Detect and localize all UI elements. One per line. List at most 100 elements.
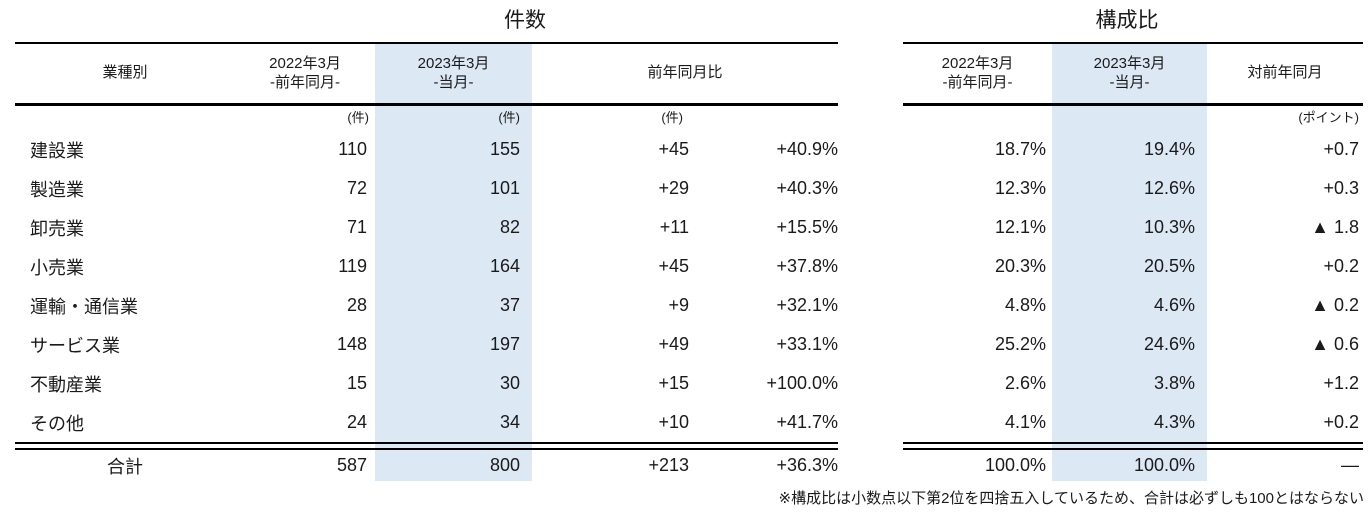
table-row: 25.2% 24.6% ▲ 0.6 [903, 325, 1363, 364]
ratio-2023: 10.3% [1143, 217, 1195, 237]
industry-label: 建設業 [30, 140, 84, 161]
table-row: 運輸・通信業 28 37 +9 +32.1% [15, 286, 838, 325]
table-row: 卸売業 71 82 +11 +15.5% [15, 208, 838, 247]
counts-header-row: 業種別 2022年3月 -前年同月- 2023年3月 -当月- 前年同月比 [15, 42, 838, 103]
table-row: 小売業 119 164 +45 +37.8% [15, 247, 838, 286]
industry-column-header: 業種別 [102, 64, 148, 81]
current-month-column-header: 2023年3月 -当月- [1052, 54, 1207, 92]
table-row: 20.3% 20.5% +0.2 [903, 247, 1363, 286]
total-count-2022: 587 [336, 455, 367, 475]
diff-count: +45 [658, 139, 689, 159]
composition-total-row: 100.0% 100.0% — [903, 450, 1363, 481]
diff-percent: +41.7% [776, 412, 838, 432]
rounding-footnote: ※構成比は小数点以下第2位を四捨五入しているため、合計は必ずしも100とはならな… [778, 490, 1365, 507]
count-2022: 28 [346, 295, 367, 315]
total-diff-count: +213 [648, 455, 689, 475]
count-2022: 148 [336, 334, 367, 354]
diff-count: +9 [668, 295, 689, 315]
ratio-2023: 3.8% [1153, 373, 1195, 393]
composition-table-body: 2022年3月 -前年同月- 2023年3月 -当月- 対前年同月 (ポイント)… [903, 42, 1363, 481]
yoy-points-column-header: 対前年同月 [1247, 64, 1323, 81]
count-2022: 71 [346, 217, 367, 237]
table-row: その他 24 34 +10 +41.7% [15, 403, 838, 442]
table-rule [903, 103, 1363, 106]
ratio-2023: 19.4% [1143, 139, 1195, 159]
ratio-diff: ▲ 0.2 [1311, 295, 1359, 315]
ratio-2022: 12.3% [994, 178, 1046, 198]
count-2023: 34 [499, 412, 520, 432]
total-separator-double-rule [15, 442, 838, 450]
counts-data-rows: 建設業 110 155 +45 +40.9% 製造業 72 101 +29 +4… [15, 130, 838, 442]
table-row: 製造業 72 101 +29 +40.3% [15, 169, 838, 208]
count-2023: 197 [489, 334, 520, 354]
industry-label: 不動産業 [30, 374, 102, 395]
prev-month-header-line1: 2022年3月 [941, 54, 1014, 72]
prev-month-column-header: 2022年3月 -前年同月- [235, 54, 375, 92]
industry-label: 運輸・通信業 [30, 296, 138, 317]
table-row: 18.7% 19.4% +0.7 [903, 130, 1363, 169]
unit-current-count: (件) [498, 110, 520, 125]
diff-percent: +32.1% [776, 295, 838, 315]
ratio-2022: 25.2% [994, 334, 1046, 354]
table-rule [15, 448, 838, 450]
section-title-counts: 件数 [504, 9, 546, 32]
ratio-diff: ▲ 0.6 [1311, 334, 1359, 354]
current-month-column-header: 2023年3月 -当月- [375, 54, 532, 92]
ratio-2023: 4.3% [1153, 412, 1195, 432]
counts-table: 業種別 2022年3月 -前年同月- 2023年3月 -当月- 前年同月比 (件… [15, 42, 838, 481]
unit-diff-count: (件) [661, 110, 683, 125]
total-separator-double-rule [903, 442, 1363, 450]
table-row: サービス業 148 197 +49 +33.1% [15, 325, 838, 364]
count-2022: 15 [346, 373, 367, 393]
table-row: 4.8% 4.6% ▲ 0.2 [903, 286, 1363, 325]
diff-percent: +40.9% [776, 139, 838, 159]
ratio-2022: 4.1% [1004, 412, 1046, 432]
section-title-composition: 構成比 [1095, 9, 1159, 32]
table-row: 2.6% 3.8% +1.2 [903, 364, 1363, 403]
total-ratio-2022: 100.0% [984, 455, 1046, 475]
ratio-2023: 12.6% [1143, 178, 1195, 198]
count-2022: 119 [338, 256, 367, 276]
ratio-2022: 2.6% [1004, 373, 1046, 393]
table-row: 4.1% 4.3% +0.2 [903, 403, 1363, 442]
ratio-diff: +0.2 [1323, 412, 1359, 432]
ratio-2022: 12.1% [994, 217, 1046, 237]
count-2022: 24 [346, 412, 367, 432]
composition-unit-row: (ポイント) [903, 103, 1363, 130]
diff-count: +15 [658, 373, 689, 393]
ratio-2023: 4.6% [1153, 295, 1195, 315]
industry-label: 製造業 [30, 179, 84, 200]
table-row: 建設業 110 155 +45 +40.9% [15, 130, 838, 169]
total-count-2023: 800 [489, 455, 520, 475]
current-month-header-line2: -当月- [1109, 73, 1150, 91]
table-row: 不動産業 15 30 +15 +100.0% [15, 364, 838, 403]
industry-label: サービス業 [30, 335, 120, 356]
current-month-highlight-column [1052, 42, 1207, 481]
diff-percent: +15.5% [776, 217, 838, 237]
industry-label: 卸売業 [30, 218, 84, 239]
ratio-2022: 18.7% [994, 139, 1046, 159]
total-label: 合計 [107, 456, 143, 477]
industry-label: 小売業 [30, 257, 84, 278]
ratio-2023: 24.6% [1143, 334, 1195, 354]
unit-prev-count: (件) [347, 110, 369, 125]
count-2023: 30 [499, 373, 520, 393]
prev-month-header-line1: 2022年3月 [269, 54, 341, 72]
count-2023: 82 [499, 217, 520, 237]
count-2022: 110 [338, 139, 367, 159]
table-rule [15, 103, 838, 106]
count-2023: 37 [499, 295, 520, 315]
diff-count: +29 [658, 178, 689, 198]
ratio-diff: +0.3 [1323, 178, 1359, 198]
ratio-diff: ▲ 1.8 [1311, 217, 1359, 237]
ratio-2023: 20.5% [1143, 256, 1195, 276]
total-diff-percent: +36.3% [776, 455, 838, 475]
prev-month-column-header: 2022年3月 -前年同月- [903, 54, 1052, 92]
unit-points: (ポイント) [1298, 110, 1359, 125]
total-ratio-diff: — [1341, 455, 1359, 475]
diff-count: +11 [659, 217, 689, 237]
table-rule [903, 442, 1363, 444]
diff-percent: +37.8% [776, 256, 838, 276]
diff-count: +10 [658, 412, 689, 432]
prev-month-header-line2: -前年同月- [942, 73, 1013, 91]
